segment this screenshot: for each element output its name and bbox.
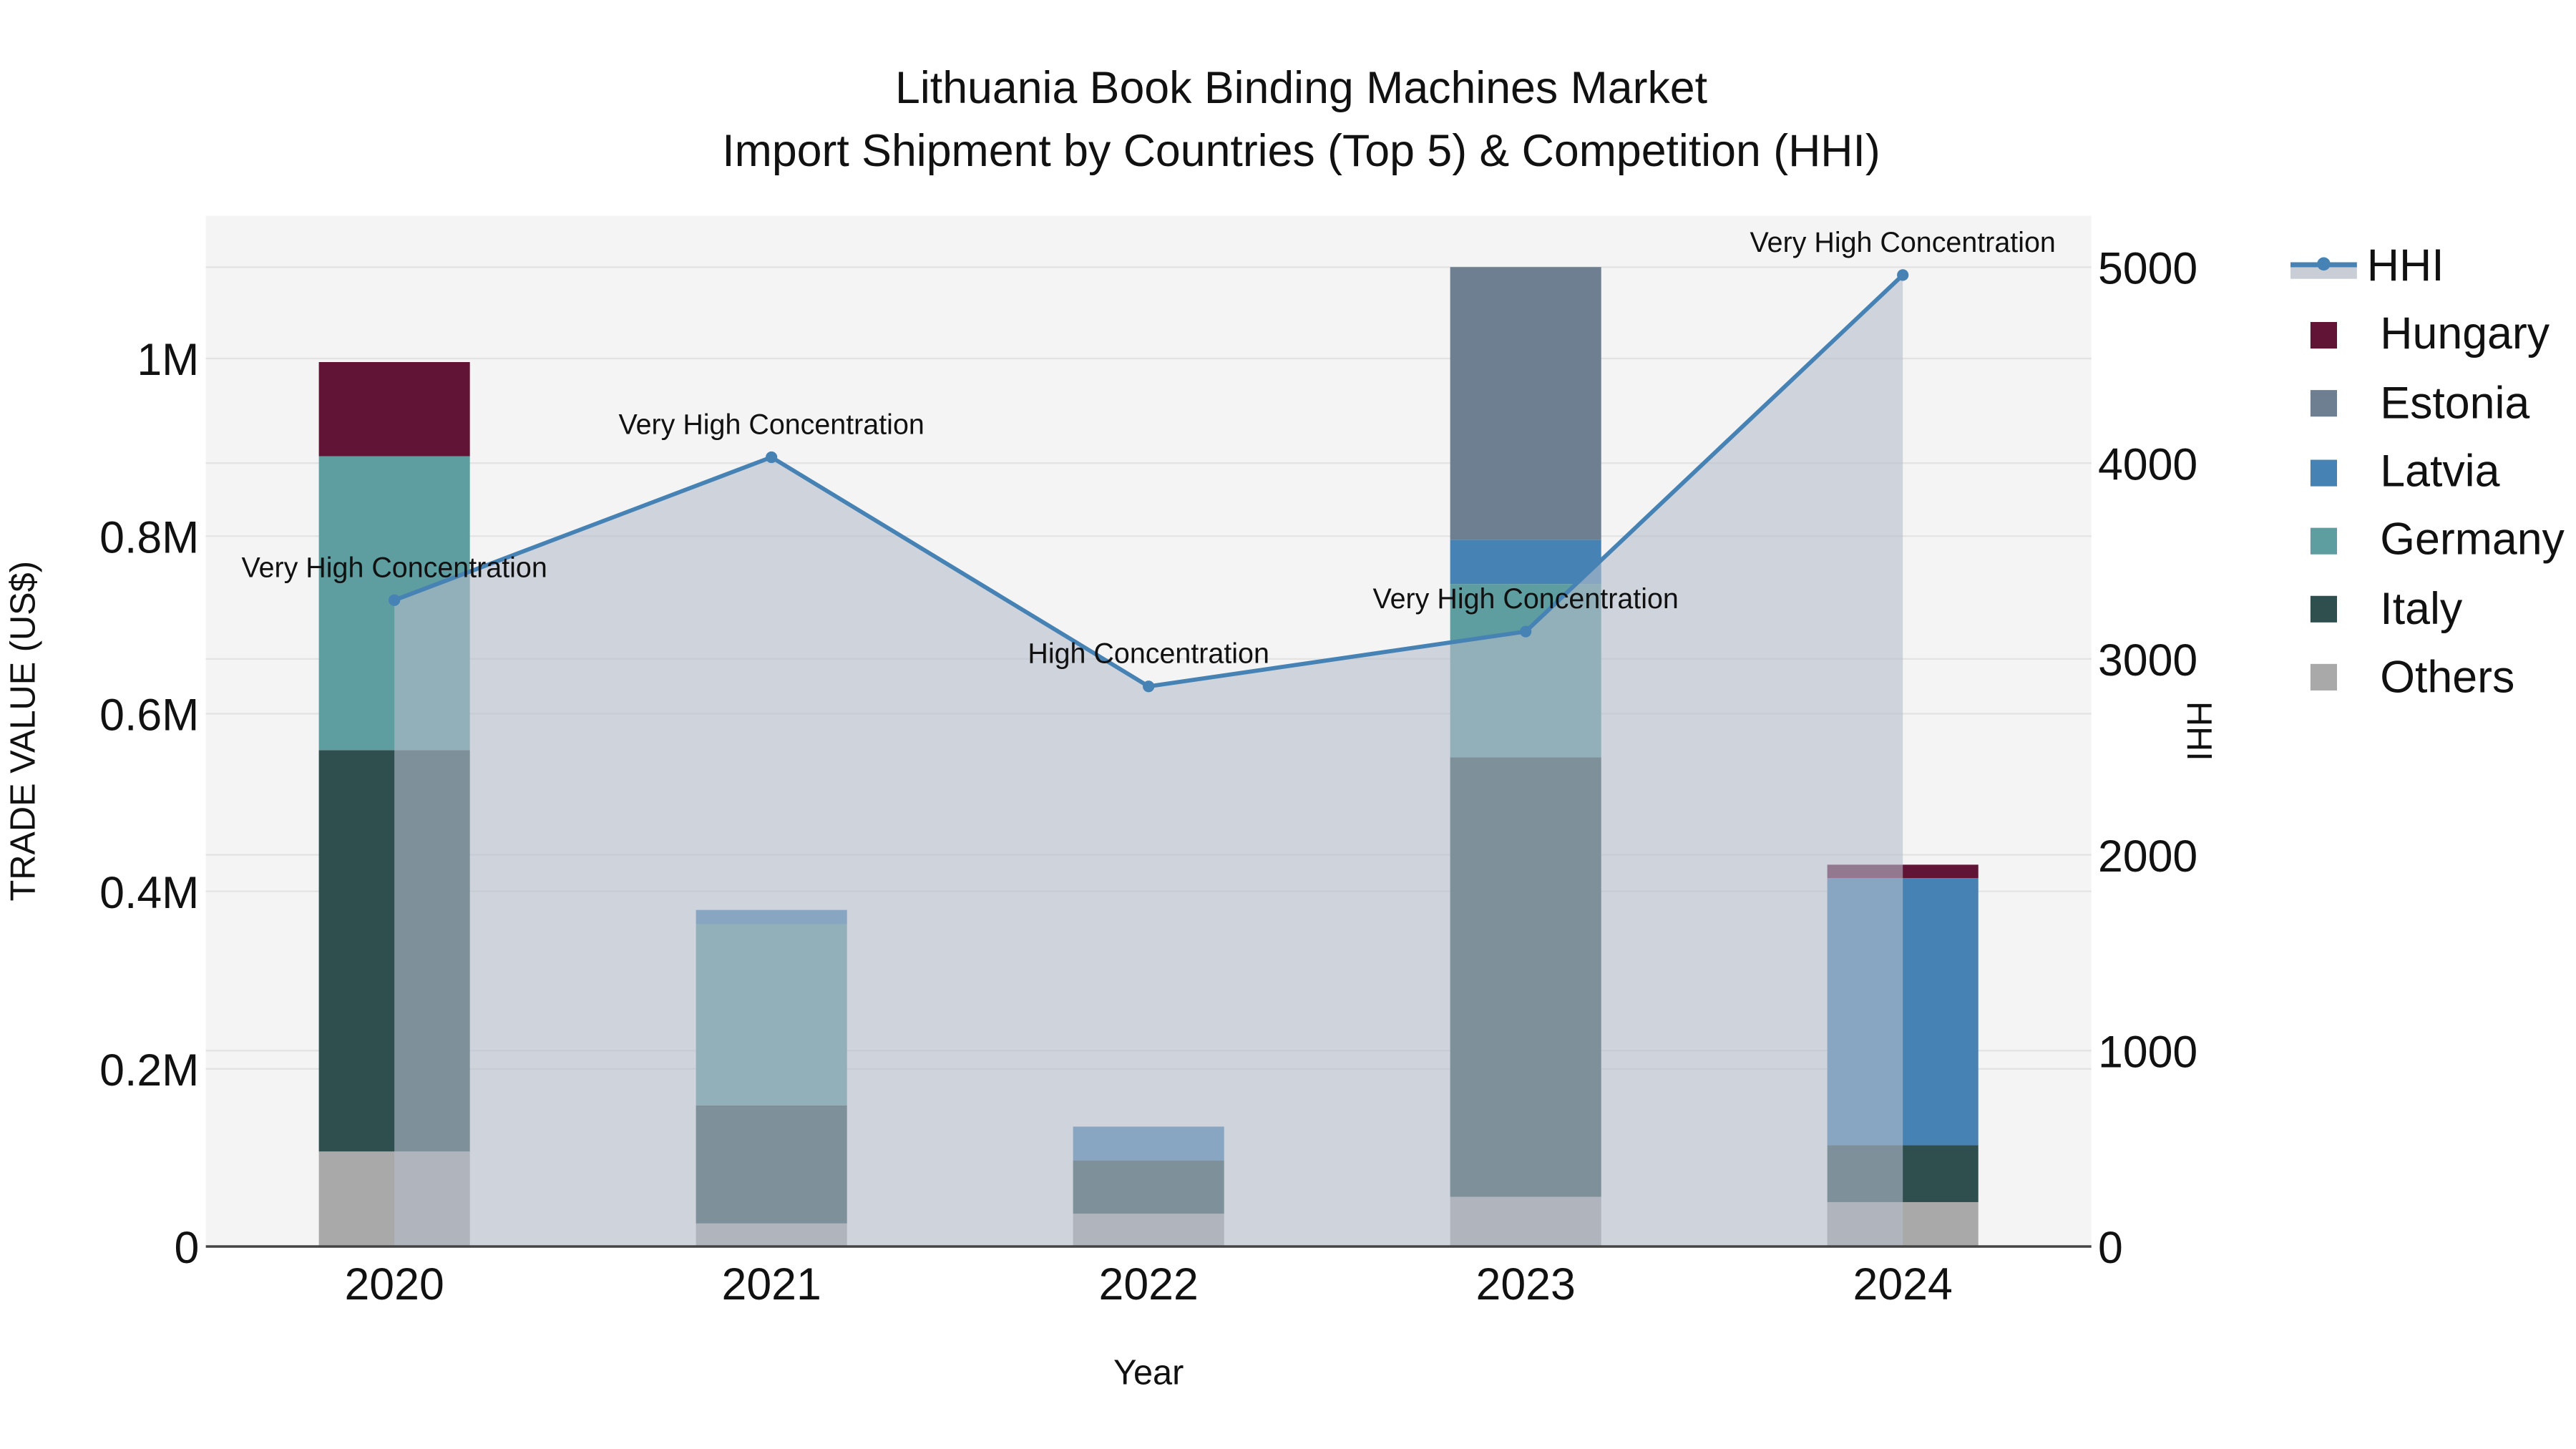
legend-label: Others [2380, 652, 2515, 703]
hhi-annotation: Very High Concentration [618, 409, 924, 440]
legend-label: Estonia [2380, 378, 2530, 428]
hhi-area [394, 275, 1903, 1247]
chart-title: Lithuania Book Binding Machines Market [895, 63, 1708, 113]
hhi-point[interactable] [1143, 680, 1155, 693]
x-tick-label: 2022 [1099, 1259, 1199, 1309]
legend-item-italy[interactable]: Italy [2290, 575, 2565, 644]
y-tick-label: 0.8M [99, 512, 199, 562]
legend: HHI Hungary Estonia Latvia Germany Italy… [2290, 233, 2565, 713]
others-swatch-icon [2310, 664, 2337, 691]
italy-swatch-icon [2310, 596, 2337, 623]
y2-axis-title: HHI [2180, 701, 2218, 761]
y-tick-label: 0 [175, 1223, 200, 1273]
hhi-annotation: Very High Concentration [1373, 583, 1679, 615]
y-tick-label: 0.2M [99, 1045, 199, 1096]
y-tick-label: 1M [137, 335, 199, 385]
legend-label: Germany [2380, 514, 2565, 565]
chart-subtitle: Import Shipment by Countries (Top 5) & C… [722, 126, 1880, 176]
hhi-point[interactable] [1520, 625, 1532, 638]
legend-item-others[interactable]: Others [2290, 643, 2565, 712]
hhi-annotation: Very High Concentration [1750, 227, 2056, 258]
hhi-annotation: Very High Concentration [241, 552, 547, 583]
bar-segment-latvia[interactable] [1450, 540, 1601, 585]
x-tick-label: 2023 [1476, 1259, 1576, 1309]
estonia-swatch-icon [2310, 390, 2337, 417]
hungary-swatch-icon [2310, 321, 2337, 348]
y2-tick-label: 0 [2098, 1223, 2123, 1273]
bar-segment-hungary[interactable] [318, 361, 470, 457]
legend-label: Hungary [2380, 309, 2550, 360]
y-axis-title: TRADE VALUE (US$) [4, 561, 43, 901]
legend-item-estonia[interactable]: Estonia [2290, 369, 2565, 438]
legend-label: Latvia [2380, 447, 2500, 497]
y2-tick-label: 1000 [2098, 1028, 2197, 1078]
germany-swatch-icon [2310, 527, 2337, 555]
hhi-point[interactable] [389, 594, 401, 606]
x-tick-label: 2020 [344, 1259, 444, 1309]
latvia-swatch-icon [2310, 459, 2337, 486]
y-tick-label: 0.4M [99, 868, 199, 918]
legend-label: HHI [2366, 240, 2444, 291]
hhi-annotation: High Concentration [1028, 638, 1269, 670]
bar-segment-estonia[interactable] [1450, 267, 1601, 540]
y2-tick-label: 5000 [2098, 244, 2197, 294]
legend-item-hungary[interactable]: Hungary [2290, 301, 2565, 370]
x-tick-label: 2024 [1853, 1259, 1953, 1309]
hhi-point[interactable] [1897, 269, 1909, 281]
legend-item-germany[interactable]: Germany [2290, 507, 2565, 575]
legend-item-hhi[interactable]: HHI [2290, 233, 2565, 301]
x-axis-title: Year [1113, 1354, 1184, 1392]
legend-item-latvia[interactable]: Latvia [2290, 438, 2565, 507]
y2-tick-label: 4000 [2098, 439, 2197, 489]
hhi-point[interactable] [766, 451, 778, 464]
x-tick-label: 2021 [722, 1259, 821, 1309]
y-tick-label: 0.6M [99, 691, 199, 741]
hhi-line-icon [2290, 255, 2357, 278]
legend-label: Italy [2380, 583, 2463, 634]
y2-tick-label: 3000 [2098, 635, 2197, 686]
y2-tick-label: 2000 [2098, 831, 2197, 882]
